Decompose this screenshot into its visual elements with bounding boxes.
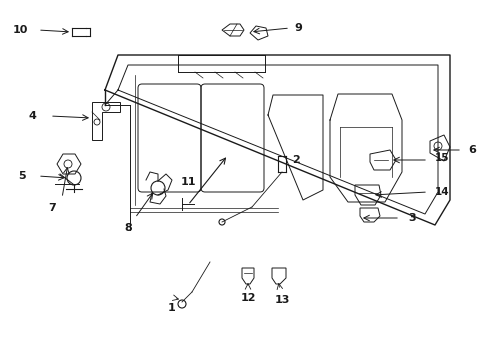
- Text: 9: 9: [294, 23, 302, 33]
- Text: 15: 15: [435, 153, 449, 163]
- Text: 3: 3: [408, 213, 416, 223]
- Text: 8: 8: [124, 223, 132, 233]
- Text: 5: 5: [18, 171, 26, 181]
- Text: 11: 11: [180, 177, 196, 187]
- Text: 10: 10: [12, 25, 28, 35]
- Text: 4: 4: [28, 111, 36, 121]
- Text: 2: 2: [292, 155, 300, 165]
- Text: 1: 1: [168, 303, 176, 313]
- Text: 6: 6: [468, 145, 476, 155]
- Text: 12: 12: [240, 293, 256, 303]
- Text: 14: 14: [435, 187, 449, 197]
- Text: 13: 13: [274, 295, 290, 305]
- Text: 7: 7: [48, 203, 56, 213]
